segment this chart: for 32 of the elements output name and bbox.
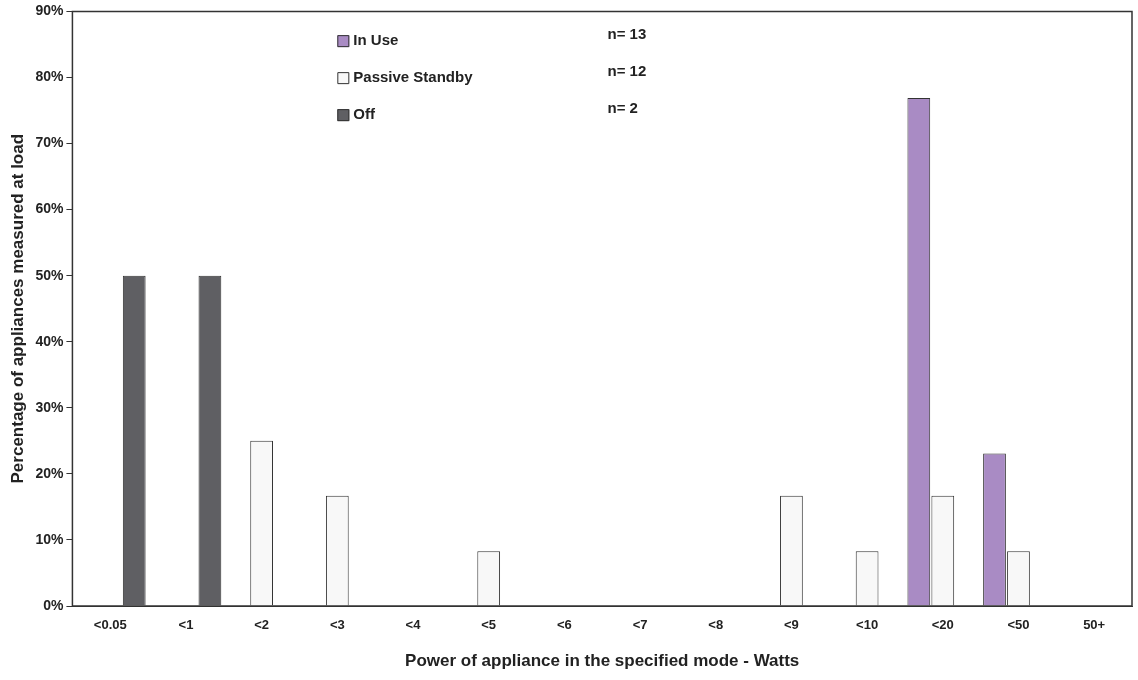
x-tick-label: <8: [708, 617, 724, 633]
x-tick-label: <2: [254, 617, 270, 633]
x-tick-label: <4: [405, 617, 422, 633]
y-tick-label: 70%: [35, 134, 64, 151]
y-tick-label: 30%: [35, 398, 64, 415]
y-tick-label: 80%: [35, 68, 64, 85]
legend-label: Off: [353, 105, 376, 123]
legend-label: In Use: [353, 31, 399, 49]
x-tick-label: <50: [1007, 617, 1030, 633]
y-tick-label: 60%: [35, 200, 64, 217]
y-tick-label: 0%: [43, 596, 64, 613]
annotation: n= 12: [607, 62, 647, 80]
x-tick-label: <6: [556, 617, 572, 633]
annotation: n= 2: [607, 99, 638, 117]
x-tick-label: <1: [178, 617, 194, 633]
x-tick-label: <20: [931, 617, 954, 633]
y-axis-title: Percentage of appliances measured at load: [7, 133, 27, 484]
x-tick-label: <0.05: [93, 617, 127, 633]
x-tick-label: <10: [856, 617, 879, 633]
x-tick-label: <7: [632, 617, 648, 633]
legend-label: Passive Standby: [353, 68, 474, 86]
y-tick-label: 50%: [35, 266, 64, 283]
y-tick-label: 40%: [35, 332, 64, 349]
x-tick-label: <5: [481, 617, 497, 633]
x-axis-title: Power of appliance in the specified mode - Watts: [405, 651, 800, 671]
x-tick-label: 50+: [1083, 617, 1106, 633]
annotation: n= 13: [607, 25, 647, 43]
y-tick-label: 90%: [35, 2, 64, 19]
y-tick-label: 10%: [35, 530, 64, 547]
x-tick-label: <3: [329, 617, 345, 633]
x-tick-label: <9: [784, 617, 799, 633]
y-tick-label: 20%: [35, 464, 64, 481]
